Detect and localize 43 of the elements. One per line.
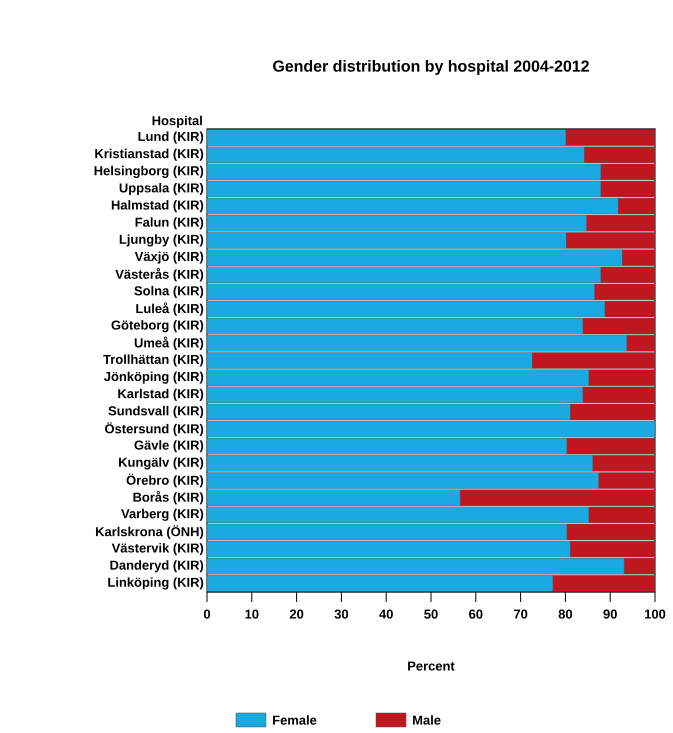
x-tick-label: 30 bbox=[334, 610, 348, 619]
y-tick-label: Uppsala (KIR) bbox=[120, 182, 204, 196]
y-tick-label: Solna (KIR) bbox=[134, 286, 204, 298]
x-tick-label: 20 bbox=[290, 610, 304, 619]
y-tick-label: Linköping (KIR) bbox=[108, 577, 204, 590]
x-tick-label: 0 bbox=[204, 610, 210, 619]
x-tick-label: 90 bbox=[603, 610, 617, 619]
y-tick-label: Varberg (KIR) bbox=[121, 508, 204, 521]
y-tick-label: Östersund (KIR) bbox=[105, 422, 204, 436]
y-tick-label: Karlskrona (ÖNH) bbox=[96, 525, 204, 539]
y-tick-label: Västerås (KIR) bbox=[115, 268, 204, 282]
y-tick-label: Helsingborg (KIR) bbox=[94, 166, 204, 178]
y-tick-label: Umeå (KIR) bbox=[134, 336, 204, 350]
y-tick-label: Trollhättan (KIR) bbox=[103, 354, 204, 367]
x-tick-label: 10 bbox=[245, 610, 258, 619]
y-tick-label: Gävle (KIR) bbox=[134, 440, 204, 452]
y-tick-label: Lund (KIR) bbox=[138, 132, 204, 144]
x-tick-label: 70 bbox=[514, 610, 528, 619]
x-tick-label: 40 bbox=[379, 610, 393, 619]
x-tick-label: 80 bbox=[558, 610, 572, 619]
y-tick-label: Sundsvall (KIR) bbox=[108, 406, 204, 418]
y-tick-label: Luleå (KIR) bbox=[136, 302, 204, 316]
y-tick-label: Falun (KIR) bbox=[136, 217, 204, 230]
y-tick-label: Ljungby (KIR) bbox=[120, 234, 204, 247]
x-axis-title: Percent bbox=[408, 662, 455, 671]
x-tick-label: 60 bbox=[469, 610, 482, 619]
y-tick-label: Jönköping (KIR) bbox=[104, 372, 204, 384]
y-tick-label: Göteborg (KIR) bbox=[112, 320, 204, 332]
y-tick-label: Halmstad (KIR) bbox=[112, 200, 204, 212]
y-tick-label: Kristianstad (KIR) bbox=[95, 148, 204, 161]
y-tick-label: Örebro (KIR) bbox=[126, 474, 204, 488]
y-tick-label: Danderyd (KIR) bbox=[110, 560, 204, 572]
x-tick-label: 100 bbox=[645, 610, 666, 619]
y-tick-label: Västervik (KIR) bbox=[112, 543, 204, 556]
y-tick-label: Borås (KIR) bbox=[133, 491, 204, 504]
legend-label: Female bbox=[273, 715, 316, 725]
y-axis-title: Hospital bbox=[152, 116, 202, 128]
y-tick-label: Kungälv (KIR) bbox=[119, 457, 204, 470]
chart-title: Gender distribution by hospital 2004-2012 bbox=[273, 60, 589, 75]
legend-label: Male bbox=[413, 715, 441, 725]
y-tick-label: Karlstad (KIR) bbox=[118, 388, 204, 401]
y-tick-label: Växjö (KIR) bbox=[134, 252, 204, 264]
x-tick-label: 50 bbox=[424, 610, 438, 619]
